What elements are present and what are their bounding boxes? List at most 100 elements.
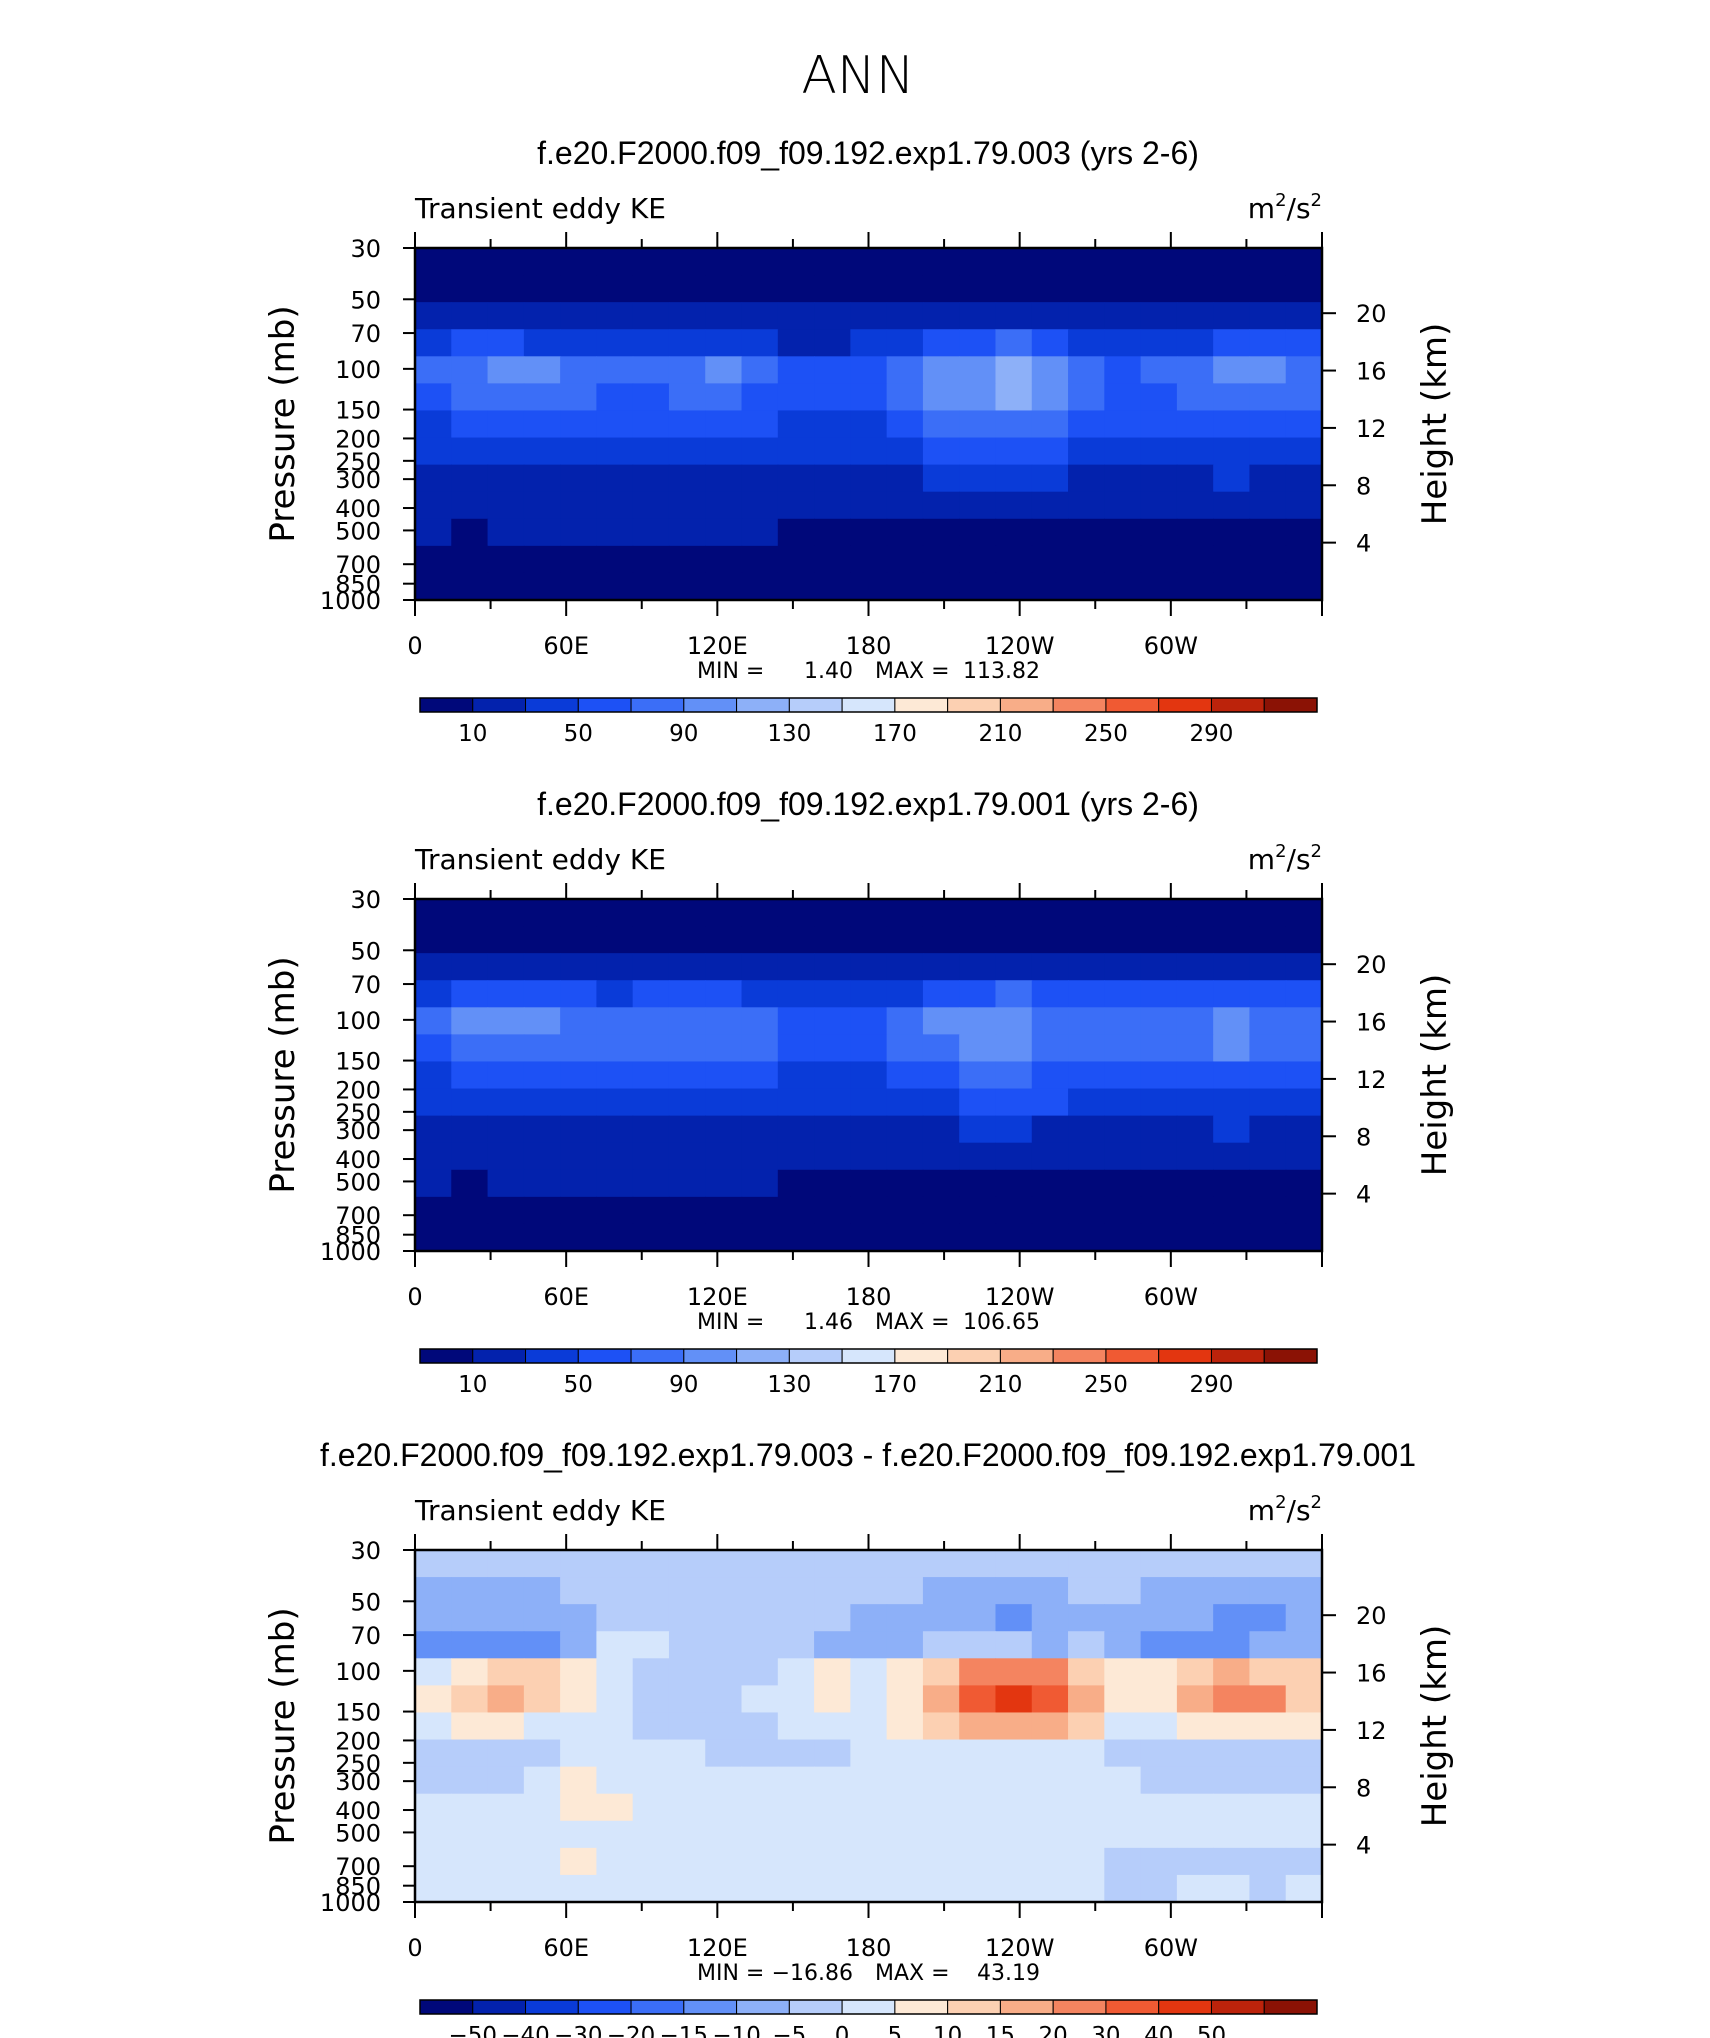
colorbar-swatch bbox=[841, 697, 896, 713]
field-cell bbox=[741, 545, 779, 574]
field-cell bbox=[1176, 1685, 1214, 1714]
field-cell bbox=[705, 1169, 743, 1198]
colorbar-label: 210 bbox=[978, 1372, 1022, 1398]
field-cell bbox=[777, 464, 815, 493]
y-tick-label-left: 30 bbox=[350, 1537, 381, 1565]
field-cell bbox=[995, 464, 1033, 493]
colorbar-label: 210 bbox=[978, 721, 1022, 747]
field-cell bbox=[850, 1034, 888, 1063]
field-cell bbox=[668, 572, 706, 601]
field-cell bbox=[1031, 572, 1069, 601]
field-cell bbox=[560, 980, 597, 1008]
field-cell bbox=[451, 1142, 489, 1171]
y-tick-label-left: 700 bbox=[335, 1853, 381, 1881]
field-cell bbox=[1140, 1061, 1178, 1090]
field-cell bbox=[632, 1223, 670, 1252]
field-cell bbox=[814, 356, 851, 384]
field-cell bbox=[560, 1847, 597, 1876]
field-cell bbox=[886, 491, 924, 520]
field-cell bbox=[1104, 1115, 1142, 1144]
field-cell bbox=[705, 1739, 743, 1768]
field-cell bbox=[632, 248, 670, 276]
field-cell bbox=[814, 302, 851, 330]
units-label: m2/s2 bbox=[1248, 190, 1322, 225]
field-cell bbox=[1249, 1820, 1287, 1849]
field-cell bbox=[487, 1034, 525, 1063]
field-cell bbox=[1104, 1793, 1142, 1822]
field-cell bbox=[668, 1712, 706, 1741]
field-cell bbox=[596, 1007, 634, 1035]
field-cell bbox=[1213, 302, 1251, 330]
field-cell bbox=[415, 1061, 452, 1090]
field-cell bbox=[451, 410, 489, 439]
field-cell bbox=[415, 1739, 452, 1768]
min-label: MIN = bbox=[697, 659, 764, 684]
field-cell bbox=[1176, 491, 1214, 520]
field-cell bbox=[560, 1577, 597, 1605]
field-cell bbox=[814, 1196, 851, 1225]
field-cell bbox=[741, 1007, 779, 1035]
max-value: 106.65 bbox=[963, 1310, 1040, 1335]
y-tick-label-right: 8 bbox=[1356, 472, 1371, 500]
field-cell bbox=[741, 572, 779, 601]
field-cell bbox=[1213, 1712, 1251, 1741]
field-cell bbox=[560, 926, 597, 954]
field-cell bbox=[1031, 1685, 1069, 1714]
field-cell bbox=[814, 1142, 851, 1171]
field-cell bbox=[487, 410, 525, 439]
field-cell bbox=[1285, 1631, 1323, 1659]
y-tick-label-left: 50 bbox=[350, 286, 381, 314]
field-cell bbox=[668, 1223, 706, 1252]
field-cell bbox=[850, 410, 888, 439]
field-cell bbox=[741, 329, 779, 357]
field-cell bbox=[523, 248, 561, 276]
field-cell bbox=[959, 1577, 997, 1605]
field-cell bbox=[886, 572, 924, 601]
x-tick-label: 0 bbox=[407, 1283, 422, 1311]
field-cell bbox=[523, 1631, 561, 1659]
field-cell bbox=[995, 1631, 1033, 1659]
field-cell bbox=[741, 1550, 779, 1578]
field-cell bbox=[886, 1007, 924, 1035]
colorbar-swatch bbox=[419, 697, 474, 713]
field-cell bbox=[1249, 1223, 1287, 1252]
field-cell bbox=[523, 1793, 561, 1822]
field-cell bbox=[596, 1631, 634, 1659]
units-exp-2: 2 bbox=[1311, 190, 1322, 211]
field-cell bbox=[959, 248, 997, 276]
field-cell bbox=[850, 1196, 888, 1225]
field-cell bbox=[668, 1034, 706, 1063]
field-cell bbox=[705, 926, 743, 954]
field-cell bbox=[705, 1007, 743, 1035]
colorbar-label: 250 bbox=[1084, 1372, 1128, 1398]
field-cell bbox=[1068, 1685, 1105, 1714]
units-base: m bbox=[1248, 192, 1275, 225]
field-cell bbox=[886, 1739, 924, 1768]
y-tick-label-left: 150 bbox=[335, 397, 381, 425]
field-cell bbox=[886, 1088, 924, 1117]
field-cell bbox=[814, 1631, 851, 1659]
field-cell bbox=[1068, 275, 1105, 303]
y-tick-label-left: 700 bbox=[335, 551, 381, 579]
field-cell bbox=[523, 464, 561, 493]
field-cell bbox=[922, 491, 960, 520]
field-cell bbox=[922, 1631, 960, 1659]
field-cell bbox=[777, 1007, 815, 1035]
units-exp-2: 2 bbox=[1311, 841, 1322, 862]
field-cell bbox=[596, 1577, 634, 1605]
field-cell bbox=[596, 518, 634, 547]
field-cell bbox=[415, 953, 452, 981]
colorbar-swatch bbox=[1263, 697, 1318, 713]
field-cell bbox=[632, 1820, 670, 1849]
field-cell bbox=[995, 1604, 1033, 1632]
field-cell bbox=[1176, 1712, 1214, 1741]
y-tick-label-left: 150 bbox=[335, 1048, 381, 1076]
field-cell bbox=[886, 1712, 924, 1741]
field-cell bbox=[922, 1604, 960, 1632]
field-cell bbox=[814, 1658, 851, 1686]
field-cell bbox=[995, 1088, 1033, 1117]
field-cell bbox=[886, 248, 924, 276]
field-cell bbox=[777, 1577, 815, 1605]
field-cell bbox=[850, 1061, 888, 1090]
min-value: −16.86 bbox=[772, 1961, 853, 1986]
